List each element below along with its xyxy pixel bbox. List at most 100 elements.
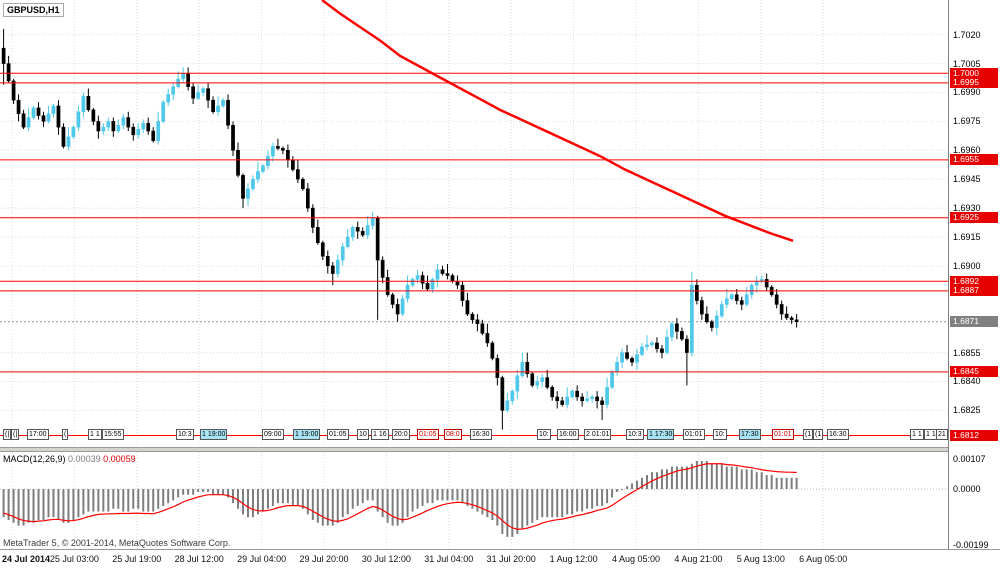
- candle-body: [21, 113, 26, 128]
- macd-histogram-bar: [356, 489, 359, 506]
- macd-histogram-bar: [386, 489, 389, 523]
- macd-signal-line[interactable]: [3, 463, 797, 530]
- macd-histogram-bar: [67, 489, 70, 523]
- annotation-box[interactable]: 1 1: [88, 429, 102, 440]
- macd-histogram-bar: [456, 489, 459, 501]
- price-tick-label: 1.6825: [953, 405, 981, 416]
- macd-histogram-bar: [451, 489, 454, 501]
- candle-body: [81, 96, 86, 112]
- macd-pane[interactable]: MACD(12,26,9) 0.00039 0.00059 MetaTrader…: [0, 452, 948, 549]
- macd-histogram-bar: [217, 489, 220, 495]
- right-axis-column[interactable]: 1.7020 1.7005 1.6990 1.6975 1.6960 1.6945 1.69…: [948, 0, 1000, 550]
- candle-body: [625, 352, 629, 359]
- annotation-box[interactable]: 1 16: [371, 429, 389, 440]
- annotation-box[interactable]: 10:: [537, 429, 551, 440]
- candle-body: [1, 47, 6, 64]
- candle-body: [714, 315, 719, 328]
- annotation-box[interactable]: 01:01: [683, 429, 705, 440]
- annotation-box[interactable]: 16:30: [470, 429, 492, 440]
- annotation-box[interactable]: 15:55: [102, 429, 124, 440]
- macd-histogram-bar: [371, 489, 374, 501]
- annotation-box[interactable]: 1 17:30: [647, 429, 675, 440]
- time-axis-label: 28 Jul 12:00: [174, 554, 224, 564]
- time-axis[interactable]: 24 Jul 2014 25 Jul 03:00 25 Jul 19:00 28 Ju…: [0, 550, 1000, 574]
- candle-body: [724, 298, 729, 305]
- macd-histogram-bar: [237, 489, 240, 509]
- annotation-box[interactable]: 2 01:01: [584, 429, 612, 440]
- macd-histogram-bar: [351, 489, 354, 509]
- macd-histogram-bar: [137, 489, 140, 509]
- candle-body: [201, 88, 205, 93]
- annotation-box[interactable]: 09:00: [262, 429, 284, 440]
- macd-histogram-bar: [695, 460, 698, 490]
- annotation-box[interactable]: (1: [813, 429, 824, 440]
- annotation-box[interactable]: 1 1: [910, 429, 924, 440]
- macd-histogram-bar: [157, 489, 160, 509]
- copyright-text: MetaTrader 5, © 2001-2014, MetaQuotes So…: [3, 538, 231, 548]
- candle-body: [156, 121, 161, 141]
- annotation-box[interactable]: 21: [936, 429, 948, 440]
- macd-histogram-bar: [576, 489, 579, 512]
- macd-histogram-bar: [720, 463, 723, 490]
- annotation-box[interactable]: 01:01: [772, 429, 794, 440]
- macd-histogram-bar: [82, 489, 85, 515]
- price-chart-svg[interactable]: [0, 0, 948, 447]
- macd-histogram-bar: [541, 489, 544, 518]
- current-price-badge: 1.6871: [950, 316, 998, 328]
- annotation-box[interactable]: (1: [803, 429, 814, 440]
- candle-body: [390, 294, 395, 305]
- price-tick-label: 1.6975: [953, 116, 981, 127]
- macd-histogram-bar: [775, 477, 778, 490]
- candle-body: [515, 375, 520, 392]
- candle-body: [51, 105, 56, 114]
- macd-histogram-bar: [680, 466, 683, 490]
- macd-histogram-bar: [596, 489, 599, 506]
- annotation-box[interactable]: (|: [11, 429, 20, 440]
- time-axis-label: 24 Jul 2014: [2, 554, 51, 564]
- candle-body: [36, 107, 41, 116]
- annotation-box[interactable]: 10:3: [176, 429, 194, 440]
- annotations-layer: (| (| 17:00(1 1 15:55 10:3 1 19:00 09:00 1 19:0…: [3, 429, 948, 440]
- price-pane[interactable]: GBPUSD,H1 (| (| 17:00(1 1 15:55 10:3 1 19:00 0…: [0, 0, 948, 447]
- macd-chart-svg[interactable]: [0, 452, 948, 549]
- candle-body: [690, 284, 694, 353]
- annotation-box[interactable]: 16:30: [827, 429, 849, 440]
- candle-body: [680, 331, 684, 340]
- annotation-box[interactable]: 1 19:00: [293, 429, 321, 440]
- annotation-box[interactable]: (: [62, 429, 69, 440]
- macd-histogram-bar: [461, 489, 464, 504]
- macd-histogram-bar: [376, 489, 379, 512]
- annotation-box[interactable]: 10:3: [626, 429, 644, 440]
- candle-body: [380, 259, 385, 278]
- annotation-box[interactable]: 20:0: [392, 429, 410, 440]
- time-axis-label: 25 Jul 03:00: [49, 554, 99, 564]
- macd-histogram-bar: [22, 489, 25, 526]
- annotation-box[interactable]: 08:0: [444, 429, 462, 440]
- annotation-box[interactable]: 1 19:00: [200, 429, 228, 440]
- macd-histogram-bar: [546, 489, 549, 518]
- macd-histogram-bar: [655, 472, 658, 490]
- annotation-box[interactable]: 17:00: [27, 429, 49, 440]
- annotation-box[interactable]: 01:05: [417, 429, 439, 440]
- candle-body: [640, 346, 644, 355]
- macd-histogram-bar: [586, 489, 589, 509]
- macd-axis-label: 0.00107: [953, 454, 986, 464]
- time-axis-label: 29 Jul 04:00: [237, 554, 287, 564]
- pane-separator[interactable]: [0, 447, 1000, 452]
- macd-histogram-bar: [675, 466, 678, 490]
- macd-histogram-bar: [621, 489, 624, 491]
- annotation-box[interactable]: 10:: [713, 429, 727, 440]
- ma-line[interactable]: [321, 0, 794, 243]
- annotation-box[interactable]: 01:05: [327, 429, 349, 440]
- annotation-box[interactable]: 16:00: [557, 429, 579, 440]
- annotation-box[interactable]: 10: [357, 429, 369, 440]
- macd-histogram-bar: [47, 489, 50, 518]
- candle-body: [719, 304, 724, 317]
- macd-histogram-bar: [172, 489, 175, 501]
- annotation-box[interactable]: (|: [3, 429, 12, 440]
- macd-histogram-bar: [246, 489, 249, 518]
- macd-histogram-bar: [795, 477, 798, 490]
- annotation-box[interactable]: 17:30: [739, 429, 761, 440]
- macd-histogram-bar: [521, 489, 524, 529]
- macd-histogram-bar: [561, 489, 564, 518]
